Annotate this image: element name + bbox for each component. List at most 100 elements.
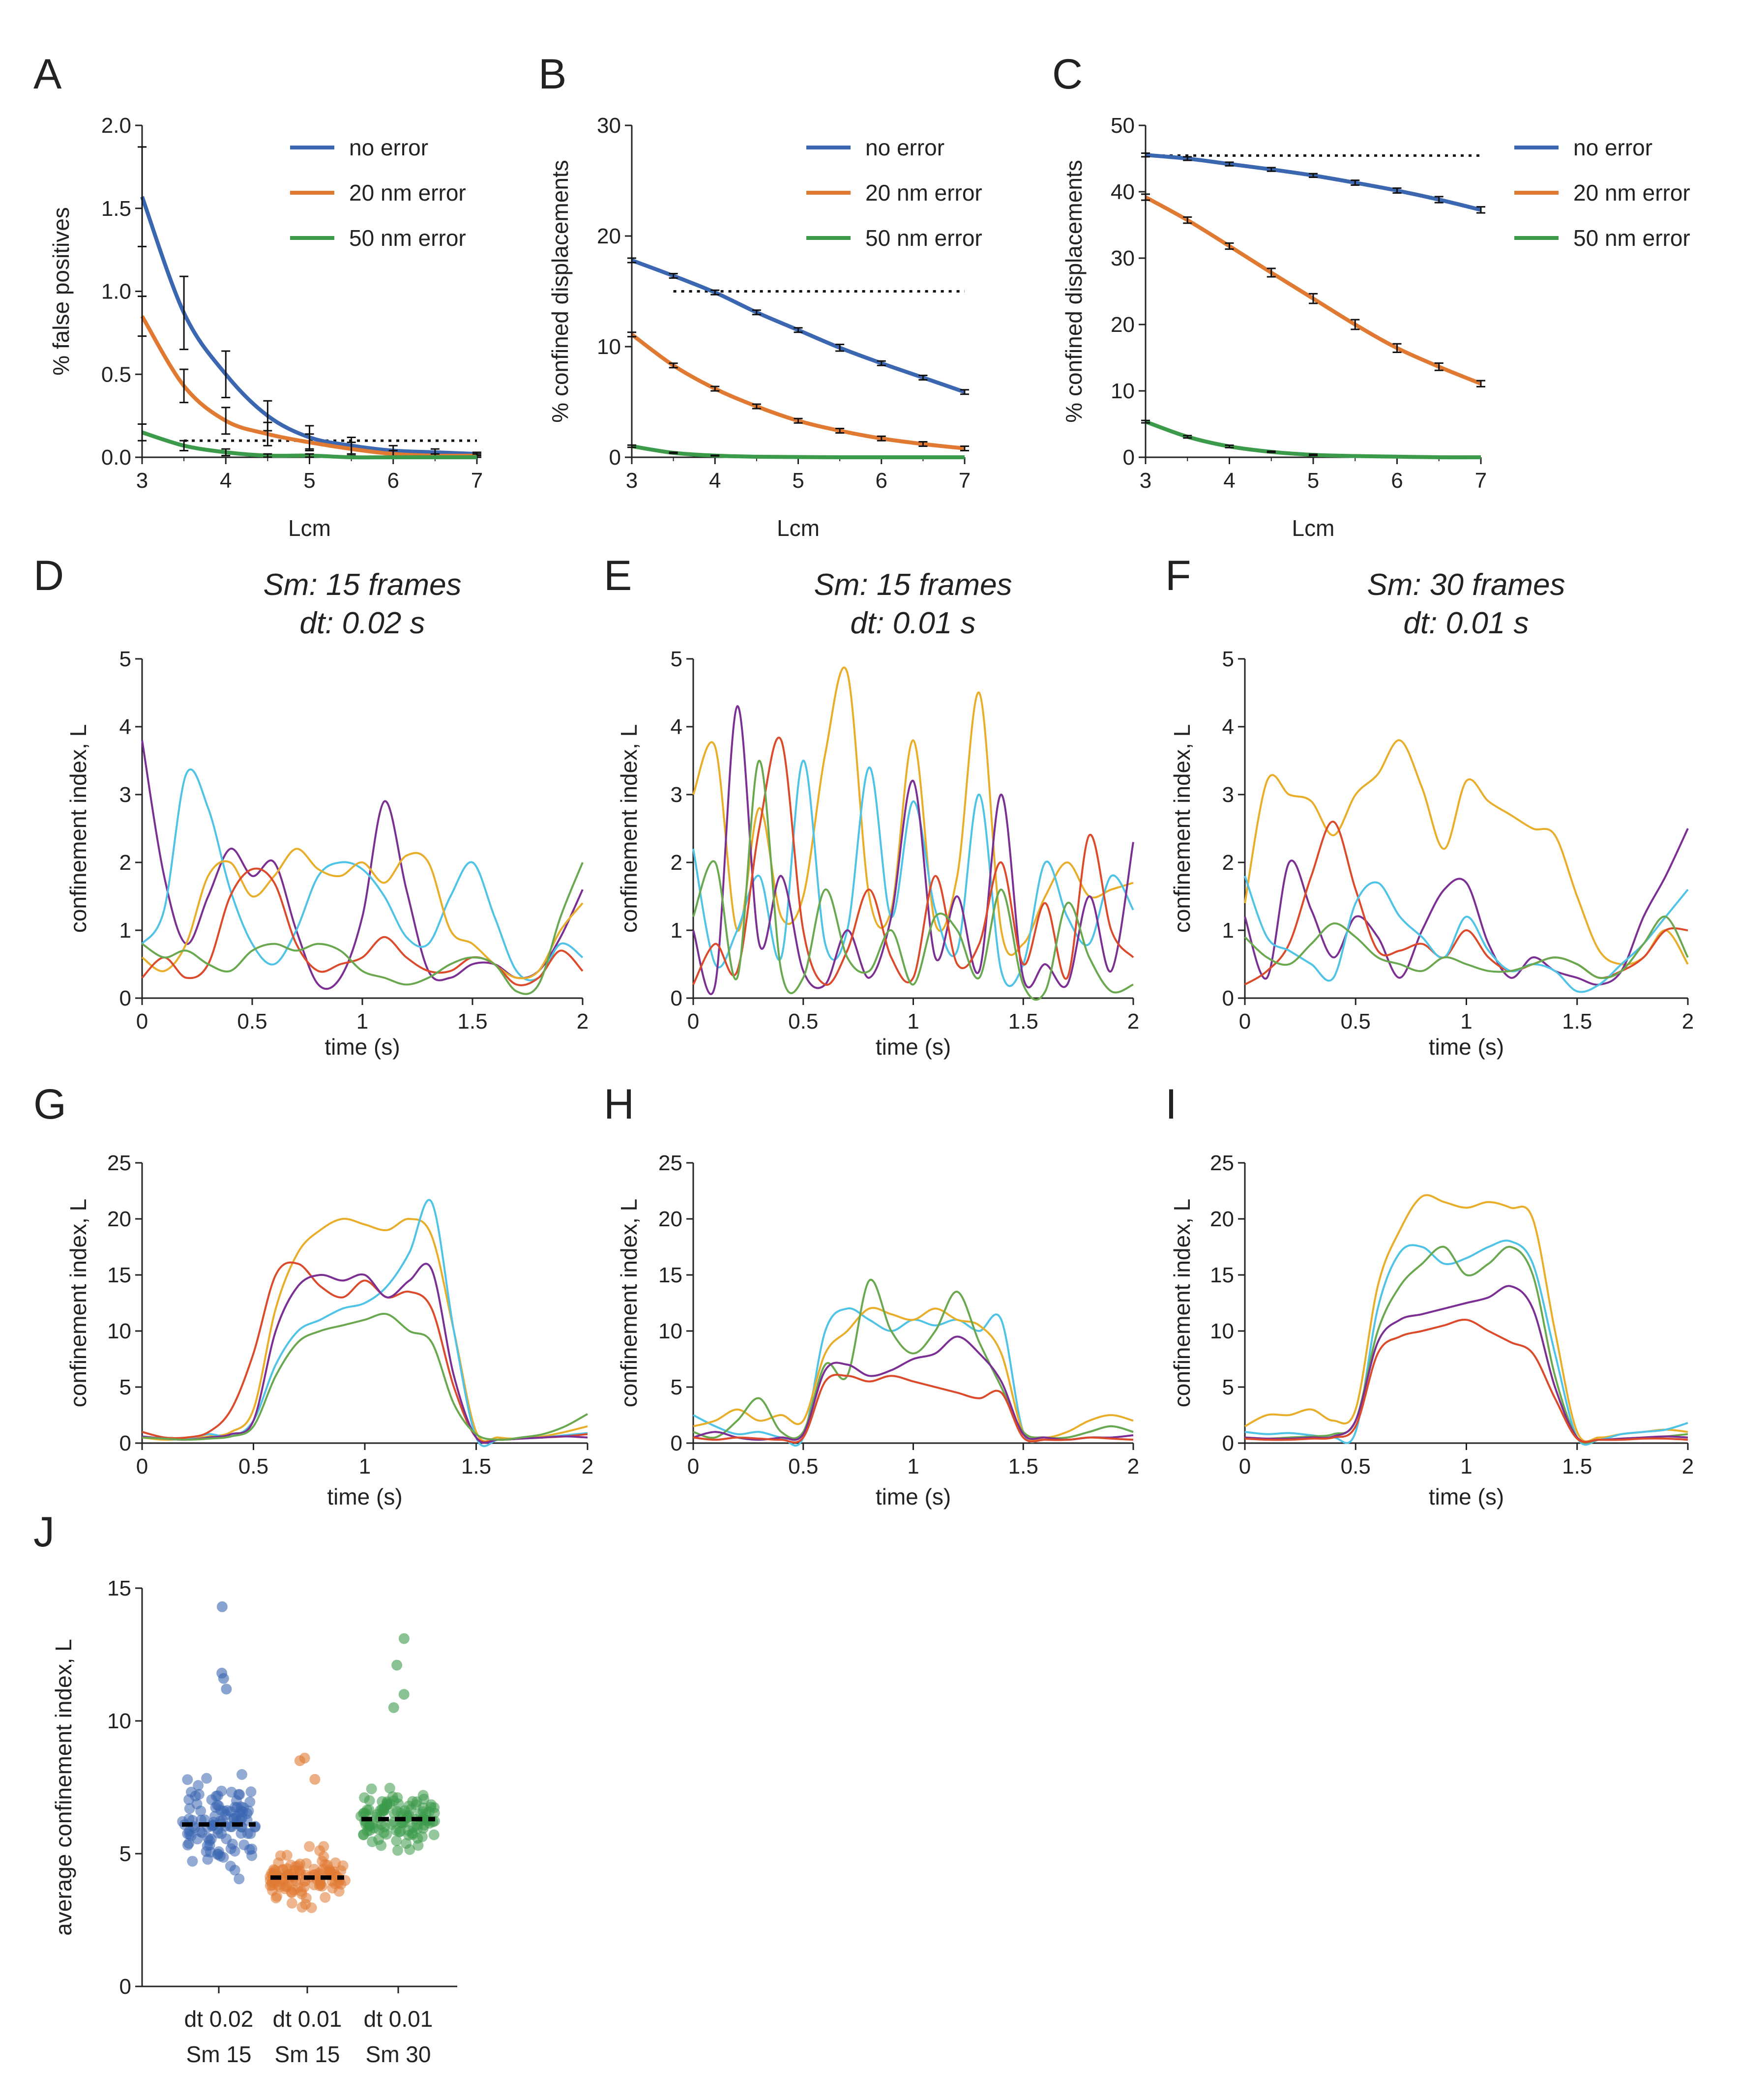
- series-line-1: [693, 1307, 1134, 1447]
- data-point-outlier: [218, 1673, 229, 1684]
- x-tick-label: 0.5: [788, 1009, 818, 1034]
- legend-entry: 20 nm error: [1573, 180, 1690, 206]
- data-point: [296, 1886, 307, 1897]
- panel-letter: F: [1165, 552, 1191, 599]
- series-line-3: [1145, 419, 1481, 460]
- x-tick-label: 0.5: [1341, 1454, 1371, 1479]
- x-tick-label: 0.5: [1341, 1009, 1371, 1034]
- series-line-3: [1244, 1245, 1688, 1444]
- data-point: [193, 1780, 204, 1791]
- panel-letter: G: [33, 1081, 66, 1128]
- data-point: [318, 1851, 329, 1862]
- x-axis-label: time (s): [324, 1034, 400, 1060]
- x-tick-label: 0: [1239, 1454, 1251, 1479]
- data-point: [286, 1897, 297, 1909]
- legend-entry: 20 nm error: [865, 180, 982, 206]
- data-point: [382, 1798, 393, 1809]
- x-axis-label: Lcm: [288, 515, 331, 541]
- series-line-1: [141, 740, 584, 990]
- x-tick-label: 0: [1239, 1009, 1251, 1034]
- data-point: [306, 1902, 317, 1914]
- data-point: [233, 1789, 244, 1800]
- y-tick-label: 0.5: [101, 362, 131, 386]
- series-line-3: [692, 705, 1134, 995]
- x-axis-label: time (s): [1429, 1484, 1504, 1509]
- x-axis-label: time (s): [327, 1484, 402, 1509]
- data-point: [213, 1846, 225, 1858]
- series-line-4: [692, 737, 1134, 986]
- series-line-2: [1244, 828, 1689, 986]
- x-tick-label: 1.5: [457, 1009, 487, 1034]
- data-point: [182, 1774, 193, 1785]
- y-tick-label: 10: [107, 1319, 131, 1343]
- x-axis-label: time (s): [1429, 1034, 1504, 1060]
- y-tick-label: 5: [119, 647, 131, 671]
- panel-i: I 0 5 10 15 20 25 confinement index, L 0 0.5 1 1.5 2…: [1165, 1081, 1694, 1509]
- series-line-2: [141, 768, 584, 981]
- legend-entry: 50 nm error: [1573, 225, 1690, 251]
- x-axis-label: time (s): [876, 1484, 951, 1509]
- x-axis-label: Lcm: [777, 515, 820, 541]
- legend-entry: no error: [1573, 135, 1652, 160]
- series-line-2: [693, 1307, 1134, 1441]
- data-point: [185, 1830, 197, 1841]
- x-category-label: Sm 15: [275, 2041, 340, 2067]
- y-tick-label: 10: [1111, 379, 1135, 403]
- data-point: [183, 1813, 195, 1825]
- x-category-label: dt 0.01: [364, 2006, 433, 2032]
- data-point: [358, 1829, 369, 1840]
- data-point: [236, 1769, 248, 1780]
- data-point: [238, 1839, 250, 1851]
- series-line-2: [140, 315, 477, 458]
- data-point: [411, 1796, 422, 1807]
- x-tick-label: 2: [577, 1009, 589, 1034]
- data-point: [243, 1805, 254, 1816]
- data-point: [428, 1829, 440, 1840]
- x-tick-label: 3: [136, 469, 148, 493]
- panel-letter: D: [33, 552, 64, 599]
- x-tick-label: 4: [1223, 469, 1235, 493]
- data-point: [191, 1798, 203, 1809]
- y-tick-label: 3: [1222, 783, 1234, 807]
- series-line-1: [692, 666, 1134, 956]
- series-line-1: [142, 1217, 588, 1443]
- data-point: [300, 1858, 312, 1869]
- data-point: [392, 1845, 403, 1856]
- y-tick-label: 0: [1222, 1431, 1234, 1455]
- y-tick-label: 30: [1111, 246, 1135, 270]
- y-tick-label: 2: [119, 851, 131, 875]
- x-category-label: Sm 30: [366, 2041, 431, 2067]
- panel-h: H 0 5 10 15 20 25 confinement index, L 0 0.5 1 1.5 2…: [604, 1081, 1139, 1509]
- x-tick-label: 7: [1475, 469, 1487, 493]
- legend-entry: 50 nm error: [349, 225, 466, 251]
- y-axis-label: confinement index, L: [616, 724, 642, 933]
- series-line-3: [631, 444, 965, 460]
- y-tick-label: 10: [1210, 1319, 1234, 1343]
- y-tick-label: 0: [119, 1975, 131, 1999]
- data-point: [216, 1785, 227, 1797]
- panel-letter: I: [1165, 1081, 1177, 1128]
- y-tick-label: 1: [119, 918, 131, 943]
- x-tick-label: 1.5: [1562, 1454, 1592, 1479]
- series-line-4: [693, 1335, 1134, 1441]
- y-tick-label: 25: [107, 1151, 131, 1175]
- series-line-5: [693, 1374, 1134, 1444]
- data-point-outlier: [221, 1684, 232, 1695]
- y-tick-label: 2: [671, 851, 682, 875]
- y-tick-label: 0: [119, 986, 131, 1010]
- x-tick-label: 2: [1682, 1009, 1694, 1034]
- x-category-label: dt 0.01: [273, 2006, 342, 2032]
- data-point: [394, 1826, 405, 1837]
- x-tick-label: 2: [1682, 1454, 1694, 1479]
- data-point-outlier: [294, 1755, 305, 1766]
- y-tick-label: 50: [1111, 114, 1135, 138]
- y-axis-label: % confined displacements: [547, 160, 573, 422]
- y-tick-label: 0.0: [101, 445, 131, 470]
- series-line-5: [142, 1313, 588, 1441]
- series-line-4: [141, 867, 584, 986]
- x-tick-label: 1.5: [461, 1454, 491, 1479]
- y-axis-label: confinement index, L: [65, 1199, 91, 1408]
- data-point: [366, 1783, 377, 1795]
- series-line-3: [142, 1261, 588, 1443]
- data-point: [416, 1831, 428, 1842]
